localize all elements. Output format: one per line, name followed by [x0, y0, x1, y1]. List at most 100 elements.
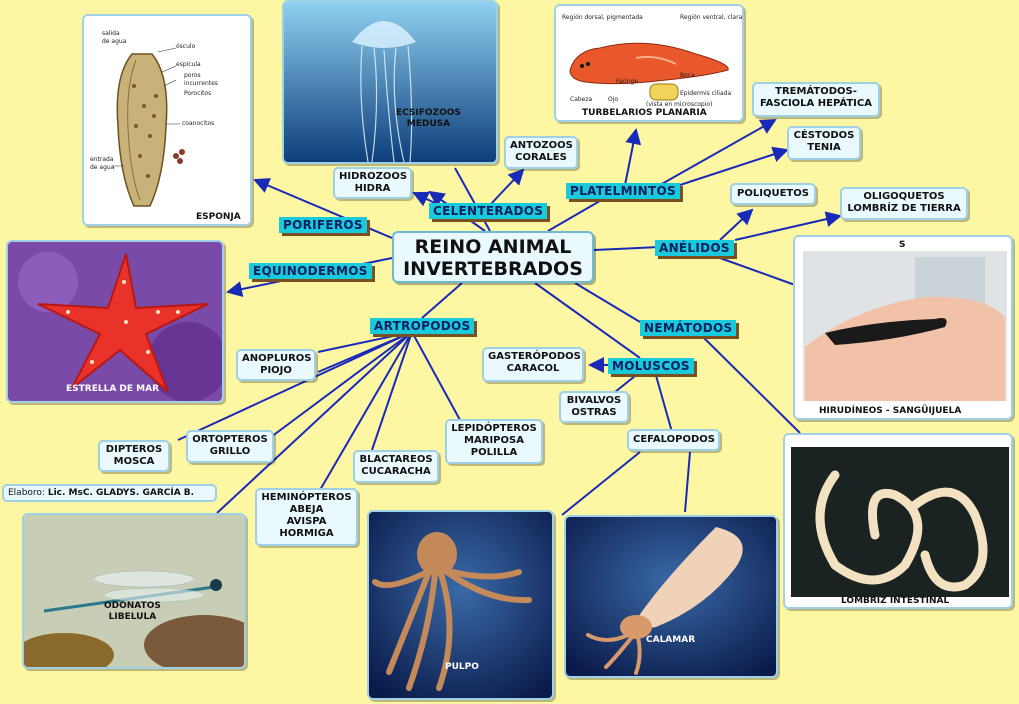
label-coanocitos: coanocitos	[182, 120, 215, 127]
box-blactareos-line: BLACTAREOS	[359, 454, 433, 465]
box-lepidopteros-line: LEPIDÓPTEROS	[451, 423, 537, 434]
caption-lombriz: LOMBRIZ INTESTINAL	[841, 596, 950, 606]
planaria-illustration	[556, 6, 742, 120]
category-platelmintos: PLATELMINTOS	[566, 183, 680, 199]
label-porocitos: Porocitos	[184, 90, 212, 97]
label-poros-line: incurrentes	[184, 80, 218, 87]
label-entrada-line: entrada	[90, 156, 114, 163]
caption-medusa-line: MEDUSA	[406, 119, 451, 129]
leech-photo	[795, 237, 1011, 418]
caption-libelula-line: ODONATOS	[104, 601, 161, 611]
credit-prefix: Elaboro:	[8, 488, 48, 498]
box-hidrozoos: HIDROZOOS HIDRA	[333, 167, 412, 199]
caption-libelula-line: LIBELULA	[108, 612, 157, 622]
box-ortopteros: ORTOPTEROS GRILLO	[186, 430, 274, 463]
box-dipteros-line: MOSCA	[113, 456, 155, 467]
label-salida-line: salida	[102, 30, 120, 37]
octopus-photo	[369, 512, 552, 698]
box-antozoos-line: CORALES	[515, 152, 567, 163]
caption-pulpo: PULPO	[445, 662, 479, 672]
box-lepidopteros: LEPIDÓPTEROS MARIPOSA POLILLA	[445, 419, 543, 464]
box-blactareos: BLACTAREOS CUCARACHA	[353, 450, 439, 483]
label-entrada: entrada de agua	[90, 156, 114, 172]
label-salida: salida de agua	[102, 30, 126, 46]
box-ortopteros-line: GRILLO	[209, 446, 251, 457]
box-gasteropodos-line: GASTERÓPODOS	[488, 351, 581, 362]
category-anelidos: ANÉLIDOS	[655, 240, 734, 256]
roundworm-photo	[785, 435, 1011, 607]
caption-libelula: ODONATOS LIBELULA	[104, 601, 161, 623]
box-poliquetos: POLIQUETOS	[730, 183, 816, 205]
box-bivalvos: BIVALVOS OSTRAS	[559, 391, 629, 423]
caption-calamar: CALAMAR	[646, 635, 696, 645]
category-poriferos: PORIFEROS	[279, 217, 367, 233]
box-heminopteros-line: HEMINÓPTEROS	[261, 492, 352, 503]
card-calamar: CALAMAR	[564, 515, 778, 678]
box-trematodos: TREMÁTODOS- FASCIOLA HEPÁTICA	[752, 82, 880, 117]
box-gasteropodos-line: CARACOL	[506, 363, 560, 374]
box-trematodos-line: FASCIOLA HEPÁTICA	[760, 98, 872, 109]
category-equinodermos: EQUINODERMOS	[249, 263, 372, 279]
card-sanguijuela: S HIRUDÍNEOS - SANGÜIJUELA	[793, 235, 1013, 420]
card-medusa: ECSIFOZOOS MEDUSA	[282, 0, 498, 164]
box-cestodos: CÉSTODOS TENIA	[787, 126, 861, 160]
card-pulpo: PULPO	[367, 510, 554, 700]
box-blactareos-line: CUCARACHA	[361, 466, 431, 477]
card-libelula: ODONATOS LIBELULA	[22, 513, 246, 669]
caption-medusa-line: ECSIFOZOOS	[396, 108, 461, 118]
card-lombriz: LOMBRIZ INTESTINAL	[783, 433, 1013, 609]
caption-medusa: ECSIFOZOOS MEDUSA	[396, 108, 461, 130]
label-osculo: ósculo	[176, 43, 196, 50]
caption-sanguijuela: HIRUDÍNEOS - SANGÜIJUELA	[819, 406, 962, 416]
box-heminopteros-line: HORMIGA	[279, 528, 334, 539]
box-anopluros-line: ANOPLUROS	[242, 353, 312, 364]
center-title-line2: INVERTEBRADOS	[403, 258, 583, 280]
label-entrada-line: de agua	[90, 164, 115, 171]
box-antozoos: ANTOZOOS CORALES	[504, 136, 578, 169]
caption-sanguijuela-top: S	[899, 240, 906, 250]
label-ojo: Ojo	[608, 96, 619, 103]
label-ventral: Región ventral, clara	[680, 14, 743, 21]
box-cestodos-line: TENIA	[807, 142, 841, 153]
card-planaria: Región dorsal, pigmentada Región ventral…	[554, 4, 744, 122]
box-oligoquetos-line: LOMBRÍZ DE TIERRA	[847, 203, 961, 214]
box-dipteros: DIPTEROS MOSCA	[98, 440, 170, 472]
card-estrella: ESTRELLA DE MAR	[6, 240, 224, 403]
box-oligoquetos: OLIGOQUETOS LOMBRÍZ DE TIERRA	[840, 187, 968, 220]
squid-photo	[566, 517, 776, 676]
caption-esponja: ESPONJA	[196, 212, 241, 222]
label-cabeza: Cabeza	[570, 96, 593, 103]
box-antozoos-line: ANTOZOOS	[510, 140, 573, 151]
box-heminopteros-line: ABEJA	[289, 504, 324, 515]
box-anopluros-line: PIOJO	[260, 365, 292, 376]
category-moluscos: MOLUSCOS	[608, 358, 694, 374]
category-celenterados: CELENTERADOS	[429, 203, 548, 219]
label-vista: (vista en microscopio)	[646, 101, 713, 108]
caption-estrella: ESTRELLA DE MAR	[66, 384, 160, 394]
box-anopluros: ANOPLUROS PIOJO	[236, 349, 316, 381]
label-poros-line: poros	[184, 72, 201, 79]
box-bivalvos-line: BIVALVOS	[566, 395, 622, 406]
label-salida-line: de agua	[102, 38, 127, 45]
card-esponja: salida de agua ósculo espícula poros inc…	[82, 14, 252, 226]
box-gasteropodos: GASTERÓPODOS CARACOL	[482, 347, 584, 382]
box-cefalopodos-line: CEFALOPODOS	[633, 434, 715, 445]
label-faringe: Faringe	[616, 78, 639, 85]
box-cefalopodos: CEFALOPODOS	[627, 429, 720, 451]
box-heminopteros-line: AVISPA	[286, 516, 327, 527]
box-ortopteros-line: ORTOPTEROS	[192, 434, 268, 445]
label-poros: poros incurrentes	[184, 72, 218, 88]
label-boca: Boca	[680, 72, 695, 79]
box-hidrozoos-line: HIDROZOOS	[339, 171, 408, 182]
category-artropodos: ARTROPODOS	[370, 318, 475, 334]
label-espicula: espícula	[176, 61, 201, 68]
box-poliquetos-line: POLIQUETOS	[737, 188, 809, 199]
box-dipteros-line: DIPTEROS	[105, 444, 163, 455]
dragonfly-photo	[24, 515, 244, 667]
box-cestodos-line: CÉSTODOS	[793, 130, 855, 141]
box-hidrozoos-line: HIDRA	[354, 183, 391, 194]
category-nematodos: NEMÁTODOS	[640, 320, 737, 336]
box-oligoquetos-line: OLIGOQUETOS	[863, 191, 945, 202]
box-lepidopteros-line: POLILLA	[470, 447, 518, 458]
